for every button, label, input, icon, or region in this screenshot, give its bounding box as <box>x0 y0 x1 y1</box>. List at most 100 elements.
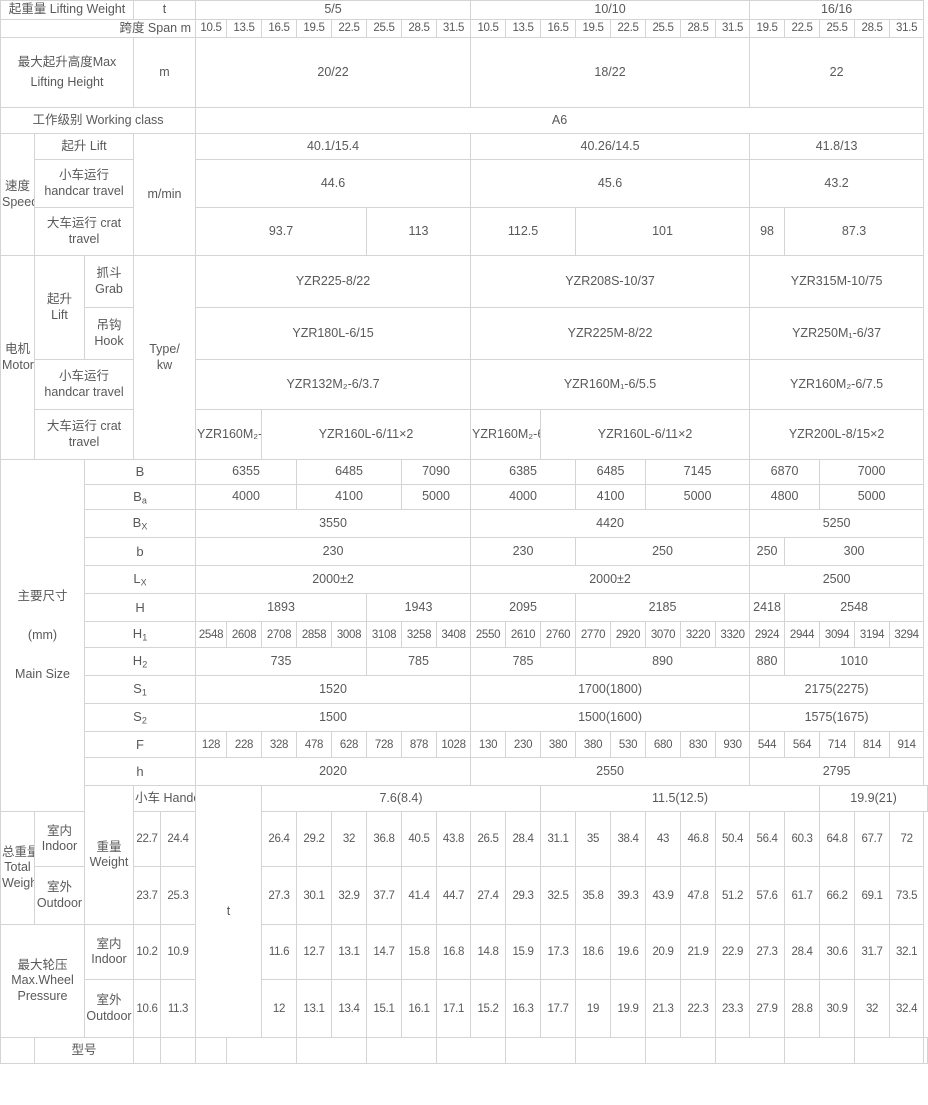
main-size-b-value: 230 <box>470 537 577 567</box>
speed-handcar-label-cn: 小车运行 <box>58 168 109 183</box>
wheel-outdoor-value: 27.9 <box>749 979 786 1039</box>
span-value: 25.5 <box>366 18 403 39</box>
footer-blank-cell <box>133 1037 161 1065</box>
wheel-indoor-label: 室内 Indoor <box>84 924 134 981</box>
main-size-h-value: 2550 <box>470 757 751 787</box>
row-main-size-Lx: LX 2000±2 2000±2 2500 <box>1 565 928 595</box>
span-value: 31.5 <box>889 18 925 39</box>
speed-lift-value: 40.1/15.4 <box>195 133 472 161</box>
motor-hook-value: YZR180L-6/15 <box>195 307 472 361</box>
main-size-H2-value: 785 <box>366 647 472 677</box>
main-size-S1-value: 1520 <box>195 675 472 705</box>
row-main-size-H: H 1893 1943 2095 2185 2418 2548 <box>1 593 928 623</box>
main-size-b-value: 250 <box>749 537 786 567</box>
weight-total-outdoor-value: 35.8 <box>575 866 612 926</box>
weight-total-indoor-value: 56.4 <box>749 811 786 868</box>
wheel-indoor-value: 20.9 <box>645 924 682 981</box>
main-size-Ba-value: 4800 <box>749 484 821 511</box>
weight-total-outdoor-value: 30.1 <box>296 866 333 926</box>
weight-total-indoor-value: 67.7 <box>854 811 891 868</box>
weight-total-outdoor-value: 44.7 <box>436 866 472 926</box>
row-weight-total-indoor: 总重量 Total Weight 室内 Indoor 22.7 24.4 26.… <box>0 811 928 926</box>
row-main-size-b: b 230 230 250 250 300 <box>1 537 928 567</box>
weight-total-outdoor-value: 27.4 <box>470 866 507 926</box>
footer-blank-cell <box>195 1037 228 1065</box>
wheel-indoor-value: 16.8 <box>436 924 472 981</box>
main-size-B-value: 6870 <box>749 459 821 486</box>
main-size-H-value: 1943 <box>366 593 472 623</box>
weight-total-outdoor-value: 51.2 <box>715 866 751 926</box>
footer-blank-cell <box>436 1037 507 1065</box>
weight-total-outdoor-value: 47.8 <box>680 866 717 926</box>
motor-grab-value: YZR225-8/22 <box>195 255 472 309</box>
main-size-H1-value: 3258 <box>401 621 438 649</box>
main-size-H1-value: 2920 <box>610 621 647 649</box>
motor-hook-label: 吊钩 Hook <box>84 307 134 361</box>
weight-total-indoor-value: 40.5 <box>401 811 438 868</box>
wheel-pressure-label-en2: Pressure <box>17 989 68 1004</box>
main-size-Lx-value: 2500 <box>749 565 925 595</box>
motor-label-en: Motor <box>2 357 34 372</box>
row-main-size-h: h 2020 2550 2795 <box>1 757 928 787</box>
main-size-symbol-Bx: BX <box>83 509 197 539</box>
weight-total-outdoor-value: 39.3 <box>610 866 647 926</box>
wheel-outdoor-value: 16.1 <box>401 979 438 1039</box>
speed-crat-value: 112.5 <box>470 207 577 257</box>
main-size-symbol-H: H <box>83 593 197 623</box>
wheel-indoor-value: 30.6 <box>819 924 856 981</box>
main-size-H1-value: 2548 <box>195 621 228 649</box>
weight-label-cn: 重量 <box>96 839 122 854</box>
weight-total-outdoor-value: 41.4 <box>401 866 438 926</box>
weight-total-indoor-value: 31.1 <box>540 811 577 868</box>
weight-total-outdoor-value: 57.6 <box>749 866 786 926</box>
weight-total-indoor-value: 22.7 <box>133 811 161 868</box>
main-size-Ba-value: 4100 <box>296 484 403 511</box>
weight-total-indoor-value: 24.4 <box>159 811 197 868</box>
weight-label: 重量 Weight <box>84 785 134 926</box>
row-main-size-H2: H2 735 785 785 890 880 1010 <box>1 647 928 677</box>
main-size-S2-value: 1500(1600) <box>470 703 751 733</box>
weight-total-label-en2: Weight <box>2 876 34 891</box>
wheel-outdoor-value: 23.3 <box>715 979 751 1039</box>
main-size-F-value: 830 <box>680 731 717 759</box>
subscript-1: 1 <box>141 687 147 698</box>
row-max-lifting-height: 最大起升高度Max Lifting Height m 20/22 18/22 2… <box>0 37 928 109</box>
wheel-outdoor-value: 13.1 <box>296 979 333 1039</box>
main-size-H2-value: 735 <box>195 647 368 677</box>
motor-handcar-label: 小车运行 handcar travel <box>34 359 134 411</box>
motor-crat-value: YZR160L-6/11×2 <box>540 409 751 461</box>
motor-lift-label-en: Lift <box>51 307 68 322</box>
motor-handcar-value: YZR160M₁-6/5.5 <box>470 359 751 411</box>
wheel-indoor-value: 12.7 <box>296 924 333 981</box>
weight-total-indoor-value: 32 <box>331 811 368 868</box>
main-size-h-value: 2795 <box>749 757 925 787</box>
span-value: 19.5 <box>575 18 612 39</box>
span-value: 13.5 <box>505 18 542 39</box>
wheel-outdoor-value: 10.6 <box>133 979 161 1039</box>
motor-label-cn: 电机 <box>4 342 30 357</box>
weight-total-outdoor-value: 37.7 <box>366 866 403 926</box>
main-size-H1-value: 2708 <box>261 621 298 649</box>
span-value: 31.5 <box>715 18 751 39</box>
wheel-indoor-value: 15.9 <box>505 924 542 981</box>
main-size-B-value: 7000 <box>819 459 925 486</box>
weight-total-outdoor-value: 23.7 <box>133 866 161 926</box>
weight-total-indoor-value: 64.8 <box>819 811 856 868</box>
span-value: 25.5 <box>645 18 682 39</box>
speed-crat-value: 101 <box>575 207 751 257</box>
wheel-outdoor-label: 室外 Outdoor <box>84 979 134 1039</box>
row-footer-model: 型号 <box>0 1037 928 1065</box>
wheel-indoor-label-en: Indoor <box>91 952 127 967</box>
row-main-size-Ba: Ba 4000 4100 5000 4000 4100 5000 4800 50… <box>1 484 928 511</box>
wheel-outdoor-value: 19 <box>575 979 612 1039</box>
weight-handcart-label: 小车 Handcart <box>132 785 197 813</box>
speed-label-en: Speed <box>2 194 34 209</box>
subscript-x: X <box>140 577 147 588</box>
main-size-B-value: 7145 <box>645 459 751 486</box>
footer-blank-cell <box>784 1037 856 1065</box>
row-motor-crat: 大车运行 crat travel YZR160M₂-6/7.5×2 YZR160… <box>1 409 928 461</box>
wheel-outdoor-value: 30.9 <box>819 979 856 1039</box>
span-value: 19.5 <box>749 18 786 39</box>
main-size-H1-value: 2770 <box>575 621 612 649</box>
main-size-label: 主要尺寸 (mm) Main Size <box>0 459 85 813</box>
